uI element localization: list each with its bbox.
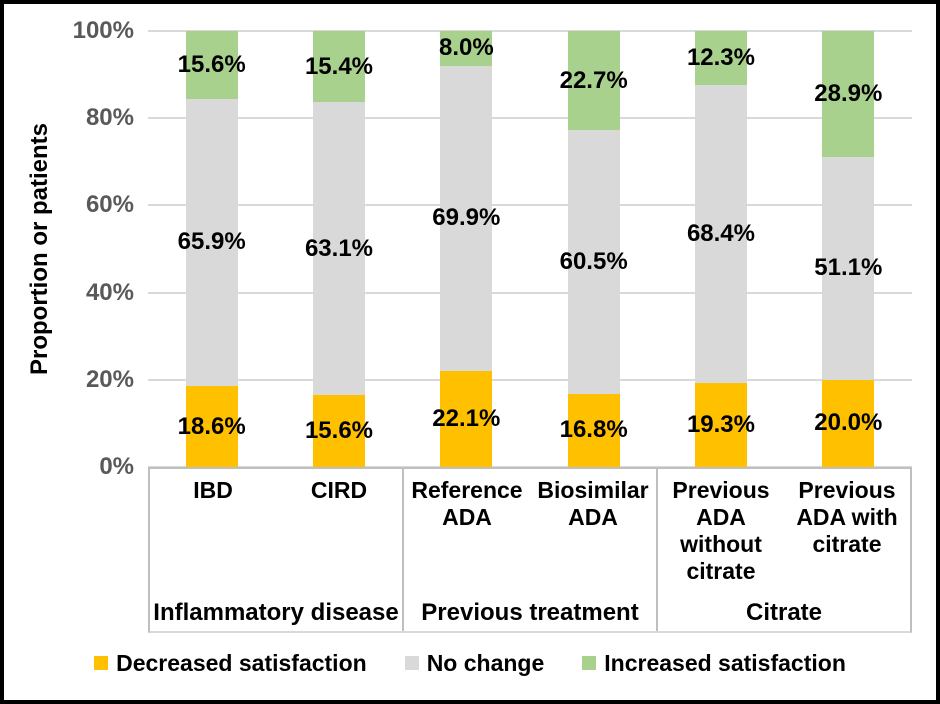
- bar-segment-no_change: 63.1%: [305, 102, 373, 395]
- grid-line: [148, 204, 912, 207]
- category-label: Biosimilar ADA: [537, 477, 649, 531]
- value-label: 19.3%: [686, 410, 755, 438]
- legend-swatch-increased-icon: [582, 656, 597, 670]
- legend-label-no-change: No change: [426, 649, 545, 676]
- bar-segment-decreased: 15.6%: [305, 394, 373, 467]
- y-axis-title: Proportion or patients: [26, 123, 53, 375]
- stacked-bar: 15.6% 63.1% 15.4%: [305, 31, 373, 467]
- stacked-bar: 18.6% 65.9% 15.6%: [178, 31, 246, 467]
- value-label: 18.6%: [177, 412, 246, 440]
- bar-segment-no_change: 65.9%: [178, 98, 246, 386]
- y-tick-label: 0%: [99, 453, 134, 480]
- legend-swatch-no-change-icon: [404, 656, 419, 670]
- group-label: Inflammatory disease: [153, 599, 399, 626]
- bar-segment-increased: 28.9%: [814, 31, 882, 158]
- value-label: 22.7%: [559, 66, 628, 94]
- bar-segment-decreased: 20.0%: [814, 379, 882, 467]
- group-label: Citrate: [745, 599, 823, 626]
- bar-segment-decreased: 16.8%: [560, 393, 628, 467]
- category-row: IBD CIRD: [150, 469, 402, 599]
- grid-line: [148, 378, 912, 381]
- value-label: 8.0%: [438, 34, 494, 62]
- group-cell: Reference ADA Biosimilar ADA Previous trea…: [402, 469, 656, 631]
- bar-segment-no_change: 69.9%: [432, 65, 500, 371]
- bar-segment-decreased: 19.3%: [687, 382, 755, 467]
- legend-swatch-decreased-icon: [94, 656, 109, 670]
- bar-column: 16.8% 60.5% 22.7%: [530, 31, 657, 467]
- bar-segment-decreased: 22.1%: [432, 370, 500, 467]
- value-label: 51.1%: [814, 254, 883, 282]
- value-label: 22.1%: [432, 404, 501, 432]
- legend-item-increased: Increased satisfaction: [582, 650, 846, 677]
- y-tick-label: 60%: [85, 191, 134, 219]
- value-label: 63.1%: [304, 234, 374, 262]
- bar-segment-no_change: 51.1%: [814, 157, 882, 380]
- y-tick-label: 40%: [85, 278, 134, 306]
- bar-segment-increased: 15.6%: [178, 31, 246, 99]
- value-label: 15.6%: [177, 51, 246, 78]
- bar-segment-decreased: 18.6%: [178, 386, 246, 467]
- value-label: 15.6%: [304, 416, 374, 444]
- category-label: CIRD: [310, 477, 368, 503]
- legend-item-decreased: Decreased satisfaction: [94, 650, 367, 677]
- group-cell: Previous ADA without citrate Previous ADA…: [656, 469, 910, 631]
- y-tick-label: 20%: [85, 365, 134, 393]
- legend-label-decreased: Decreased satisfaction: [116, 649, 367, 676]
- stacked-bar: 19.3% 68.4% 12.3%: [687, 31, 755, 467]
- bar-column: 22.1% 69.9% 8.0%: [403, 31, 530, 467]
- category-area: IBD CIRD Inflammatory disease Reference ADA…: [148, 467, 912, 633]
- legend-item-no-change: No change: [404, 649, 545, 677]
- category-label: Reference ADA: [411, 477, 523, 531]
- stacked-bar: 20.0% 51.1% 28.9%: [814, 31, 882, 467]
- group-cell: IBD CIRD Inflammatory disease: [150, 469, 402, 631]
- bar-segment-increased: 8.0%: [438, 31, 494, 66]
- bar-segment-no_change: 60.5%: [560, 130, 628, 394]
- category-label: IBD: [193, 477, 233, 503]
- bar-column: 20.0% 51.1% 28.9%: [785, 31, 912, 467]
- y-tick-label: 80%: [85, 104, 134, 132]
- legend-label-increased: Increased satisfaction: [604, 649, 846, 676]
- bar-segment-increased: 12.3%: [687, 31, 755, 85]
- group-label: Previous treatment: [421, 599, 639, 626]
- bar-segment-no_change: 68.4%: [687, 84, 755, 383]
- bar-column: 19.3% 68.4% 12.3%: [657, 31, 784, 467]
- grid-line: [148, 117, 912, 120]
- value-label: 12.3%: [686, 43, 755, 71]
- value-label: 60.5%: [559, 247, 628, 275]
- value-label: 65.9%: [177, 228, 246, 256]
- category-label: Previous ADA without citrate: [672, 477, 770, 585]
- bar-column: 15.6% 63.1% 15.4%: [275, 31, 402, 467]
- grid-line: [148, 30, 912, 32]
- category-row: Reference ADA Biosimilar ADA: [404, 469, 656, 599]
- category-row: Previous ADA without citrate Previous ADA…: [658, 469, 910, 599]
- stacked-bar: 22.1% 69.9% 8.0%: [432, 31, 500, 467]
- stacked-bar: 16.8% 60.5% 22.7%: [560, 31, 628, 467]
- bar-segment-increased: 22.7%: [560, 31, 628, 130]
- legend: Decreased satisfaction No change Increas…: [4, 648, 936, 678]
- value-label: 68.4%: [686, 219, 755, 247]
- bars: 18.6% 65.9% 15.6% 15.6% 63.1% 15.4% 22.1% 69.9%…: [148, 31, 912, 467]
- value-label: 28.9%: [814, 80, 883, 108]
- category-label: Previous ADA with citrate: [796, 477, 898, 558]
- value-label: 15.4%: [304, 52, 374, 80]
- bar-column: 18.6% 65.9% 15.6%: [148, 31, 275, 467]
- y-tick-label: 100%: [72, 17, 134, 44]
- grid-line: [148, 291, 912, 294]
- plot-area: 18.6% 65.9% 15.6% 15.6% 63.1% 15.4% 22.1% 69.9%…: [148, 30, 912, 468]
- bar-segment-increased: 15.4%: [305, 31, 373, 103]
- value-label: 69.9%: [432, 204, 501, 232]
- value-label: 20.0%: [814, 409, 883, 437]
- value-label: 16.8%: [559, 416, 628, 444]
